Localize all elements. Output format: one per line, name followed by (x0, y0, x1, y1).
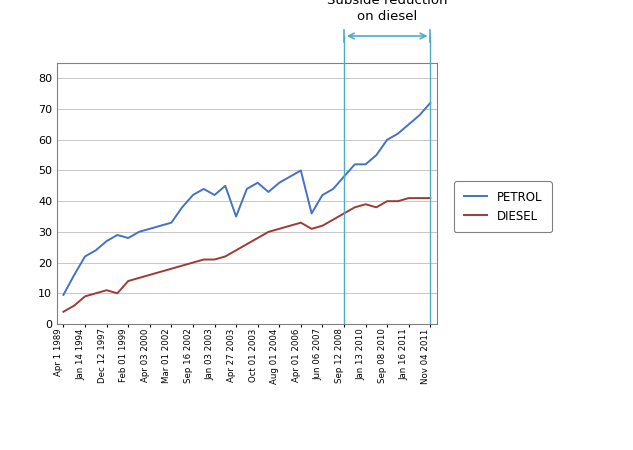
PETROL (275, 180, 283, 185)
PETROL (254, 180, 261, 185)
PETROL (189, 192, 197, 198)
PETROL (124, 235, 132, 241)
PETROL (222, 183, 229, 189)
DIESEL (373, 205, 380, 210)
DIESEL (243, 242, 251, 247)
Text: Subside reduction
on diesel: Subside reduction on diesel (327, 0, 448, 22)
DIESEL (103, 288, 110, 293)
DIESEL (124, 278, 132, 284)
DIESEL (340, 211, 348, 216)
DIESEL (60, 309, 67, 315)
Line: PETROL: PETROL (63, 103, 430, 295)
PETROL (92, 248, 99, 253)
DIESEL (286, 223, 294, 229)
DIESEL (394, 198, 402, 204)
PETROL (232, 214, 240, 219)
DIESEL (308, 226, 315, 231)
DIESEL (222, 254, 229, 259)
PETROL (405, 122, 413, 127)
PETROL (265, 189, 272, 195)
PETROL (243, 186, 251, 192)
PETROL (416, 112, 423, 118)
PETROL (318, 192, 326, 198)
Line: DIESEL: DIESEL (63, 198, 430, 312)
DIESEL (318, 223, 326, 229)
DIESEL (405, 195, 413, 201)
PETROL (351, 162, 358, 167)
DIESEL (81, 294, 89, 299)
PETROL (113, 232, 121, 238)
DIESEL (157, 269, 165, 274)
DIESEL (113, 291, 121, 296)
PETROL (340, 174, 348, 179)
PETROL (427, 100, 434, 106)
DIESEL (232, 248, 240, 253)
PETROL (211, 192, 218, 198)
PETROL (384, 137, 391, 143)
DIESEL (329, 217, 337, 222)
DIESEL (384, 198, 391, 204)
DIESEL (265, 229, 272, 234)
DIESEL (297, 220, 304, 225)
DIESEL (200, 257, 208, 262)
DIESEL (179, 263, 186, 268)
PETROL (329, 186, 337, 192)
PETROL (286, 174, 294, 179)
PETROL (60, 292, 67, 297)
PETROL (146, 226, 154, 231)
DIESEL (361, 202, 369, 207)
PETROL (168, 220, 175, 225)
DIESEL (92, 291, 99, 296)
DIESEL (416, 195, 423, 201)
DIESEL (135, 275, 143, 281)
PETROL (297, 168, 304, 173)
DIESEL (146, 272, 154, 278)
PETROL (70, 272, 78, 278)
PETROL (103, 238, 110, 244)
PETROL (157, 223, 165, 229)
DIESEL (427, 195, 434, 201)
DIESEL (189, 260, 197, 265)
PETROL (135, 229, 143, 234)
PETROL (373, 153, 380, 158)
PETROL (394, 131, 402, 136)
PETROL (200, 186, 208, 192)
PETROL (179, 205, 186, 210)
PETROL (81, 254, 89, 259)
PETROL (361, 162, 369, 167)
DIESEL (70, 303, 78, 308)
PETROL (308, 211, 315, 216)
DIESEL (275, 226, 283, 231)
DIESEL (254, 235, 261, 241)
DIESEL (211, 257, 218, 262)
DIESEL (351, 205, 358, 210)
Legend: PETROL, DIESEL: PETROL, DIESEL (454, 181, 551, 232)
DIESEL (168, 266, 175, 271)
